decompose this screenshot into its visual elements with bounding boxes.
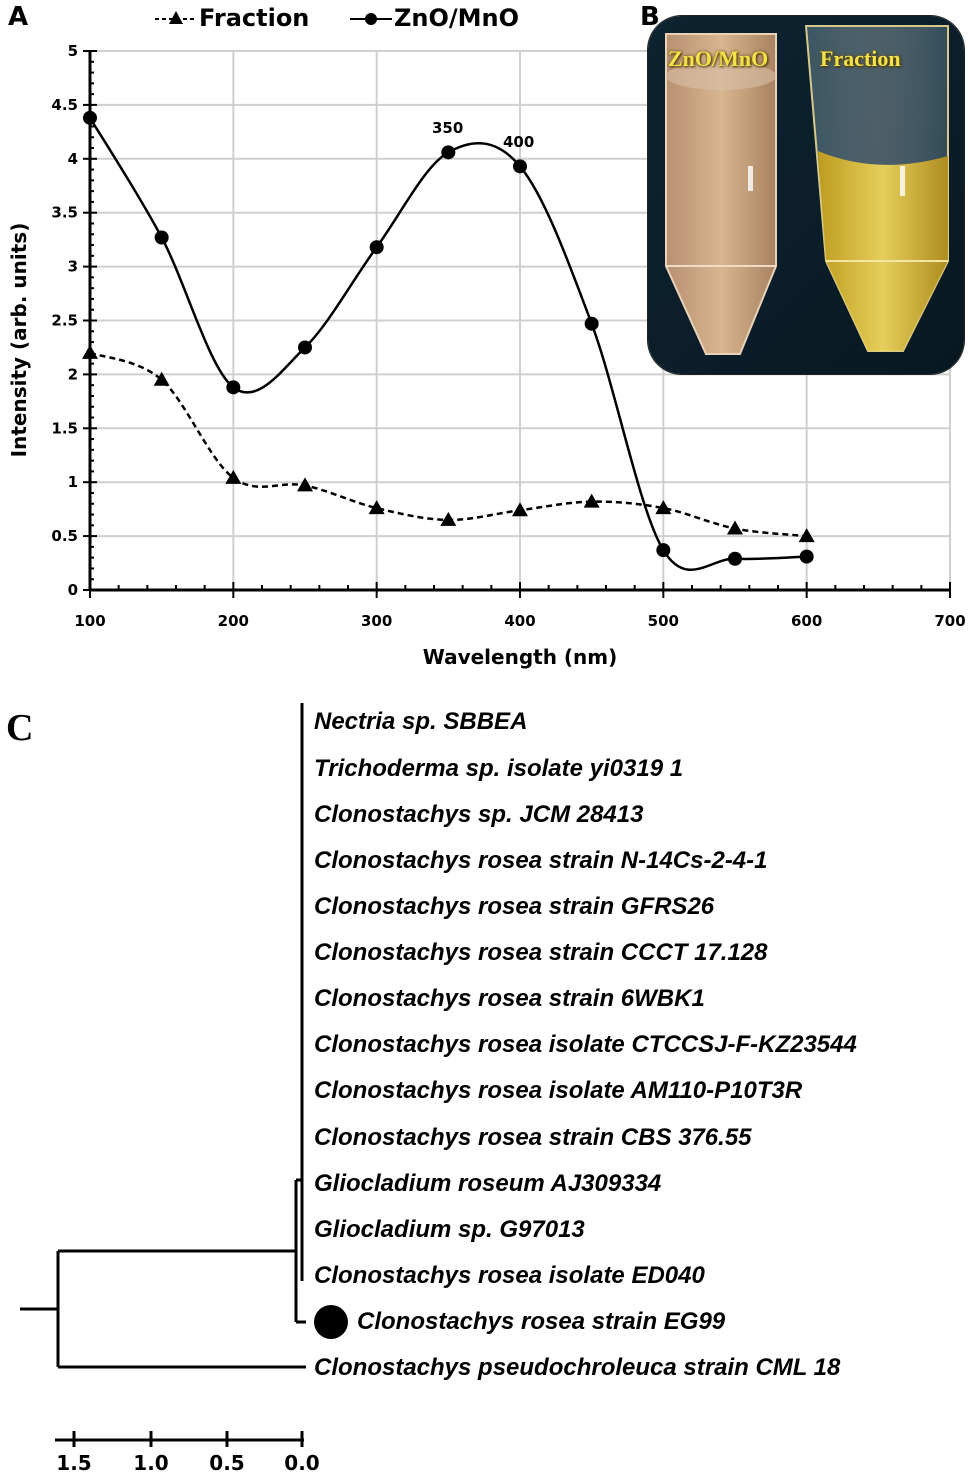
chart-series <box>82 110 815 571</box>
scale-label-1-5: 1.5 <box>56 1451 91 1475</box>
taxon-label: Clonostachys rosea isolate AM110-P10T3R <box>314 1077 803 1104</box>
svg-text:600: 600 <box>791 612 822 630</box>
taxon-label: Clonostachys sp. JCM 28413 <box>314 801 644 828</box>
tubes-illustration <box>665 25 949 355</box>
svg-text:500: 500 <box>648 612 679 630</box>
taxon-label: Clonostachys rosea strain CCCT 17.128 <box>314 939 768 966</box>
annotation-350: 350 <box>432 119 463 137</box>
svg-text:700: 700 <box>934 612 965 630</box>
highlight-dot-icon <box>314 1305 348 1339</box>
tube-photo: ZnO/MnO Fraction <box>648 16 964 374</box>
svg-text:1.5: 1.5 <box>51 419 78 437</box>
x-axis-title: Wavelength (nm) <box>423 645 618 669</box>
panel-label-b: B <box>640 2 660 32</box>
legend-label-fraction: Fraction <box>199 4 310 32</box>
scale-label-1-0: 1.0 <box>133 1451 168 1475</box>
svg-text:0.5: 0.5 <box>51 527 78 545</box>
taxon-label: Trichoderma sp. isolate yi0319 1 <box>314 755 684 782</box>
legend-item-znomno: ZnO/MnO <box>350 4 519 32</box>
svg-text:3: 3 <box>68 258 78 276</box>
y-axis-title: Intensity (arb. units) <box>7 223 31 458</box>
annotation-400: 400 <box>503 133 534 151</box>
panel-label-c: C <box>6 707 34 749</box>
photo-label-znomno: ZnO/MnO <box>668 46 769 71</box>
svg-text:2.5: 2.5 <box>51 312 78 330</box>
scale-label-0-5: 0.5 <box>209 1451 244 1475</box>
taxon-label: Clonostachys rosea strain 6WBK1 <box>314 985 705 1012</box>
taxon-label-highlighted: Clonostachys rosea strain EG99 <box>357 1308 726 1335</box>
taxon-label-outgroup: Clonostachys pseudochroleuca strain CML … <box>314 1354 841 1381</box>
legend-item-fraction: Fraction <box>155 4 309 32</box>
svg-text:3.5: 3.5 <box>51 204 78 222</box>
svg-text:400: 400 <box>504 612 535 630</box>
photo-label-fraction: Fraction <box>820 46 901 71</box>
circle-solid-marker-icon <box>350 13 392 25</box>
svg-text:1: 1 <box>68 473 78 491</box>
legend-label-znomno: ZnO/MnO <box>394 4 520 32</box>
svg-text:100: 100 <box>74 612 105 630</box>
phylogenetic-tree: 1.5 1.0 0.5 0.0 <box>20 703 348 1475</box>
taxon-label: Clonostachys rosea isolate ED040 <box>314 1262 705 1289</box>
taxon-label: Clonostachys rosea isolate CTCCSJ-F-KZ23… <box>314 1031 857 1058</box>
tree-branches <box>20 703 306 1447</box>
triangle-dashed-marker-icon <box>155 11 197 24</box>
svg-text:2: 2 <box>68 365 78 383</box>
svg-text:4: 4 <box>68 150 78 168</box>
svg-text:4.5: 4.5 <box>51 96 78 114</box>
svg-text:300: 300 <box>361 612 392 630</box>
taxon-label: Clonostachys rosea strain CBS 376.55 <box>314 1124 752 1151</box>
taxon-label: Gliocladium roseum AJ309334 <box>314 1170 662 1197</box>
taxon-label: Gliocladium sp. G97013 <box>314 1216 585 1243</box>
chart-axes <box>83 50 951 598</box>
svg-text:5: 5 <box>68 42 78 60</box>
taxon-label: Nectria sp. SBBEA <box>314 708 528 735</box>
svg-text:0: 0 <box>68 581 78 599</box>
taxon-label: Clonostachys rosea strain GFRS26 <box>314 893 715 920</box>
svg-text:200: 200 <box>218 612 249 630</box>
panel-label-a: A <box>8 2 29 32</box>
chart-tick-labels: 0 0.5 1 1.5 2 2.5 3 3.5 4 4.5 5 100 200 300 400 500 600 7… <box>51 42 965 630</box>
taxon-label: Clonostachys rosea strain N-14Cs-2-4-1 <box>314 847 768 874</box>
scale-label-0-0: 0.0 <box>284 1451 319 1475</box>
